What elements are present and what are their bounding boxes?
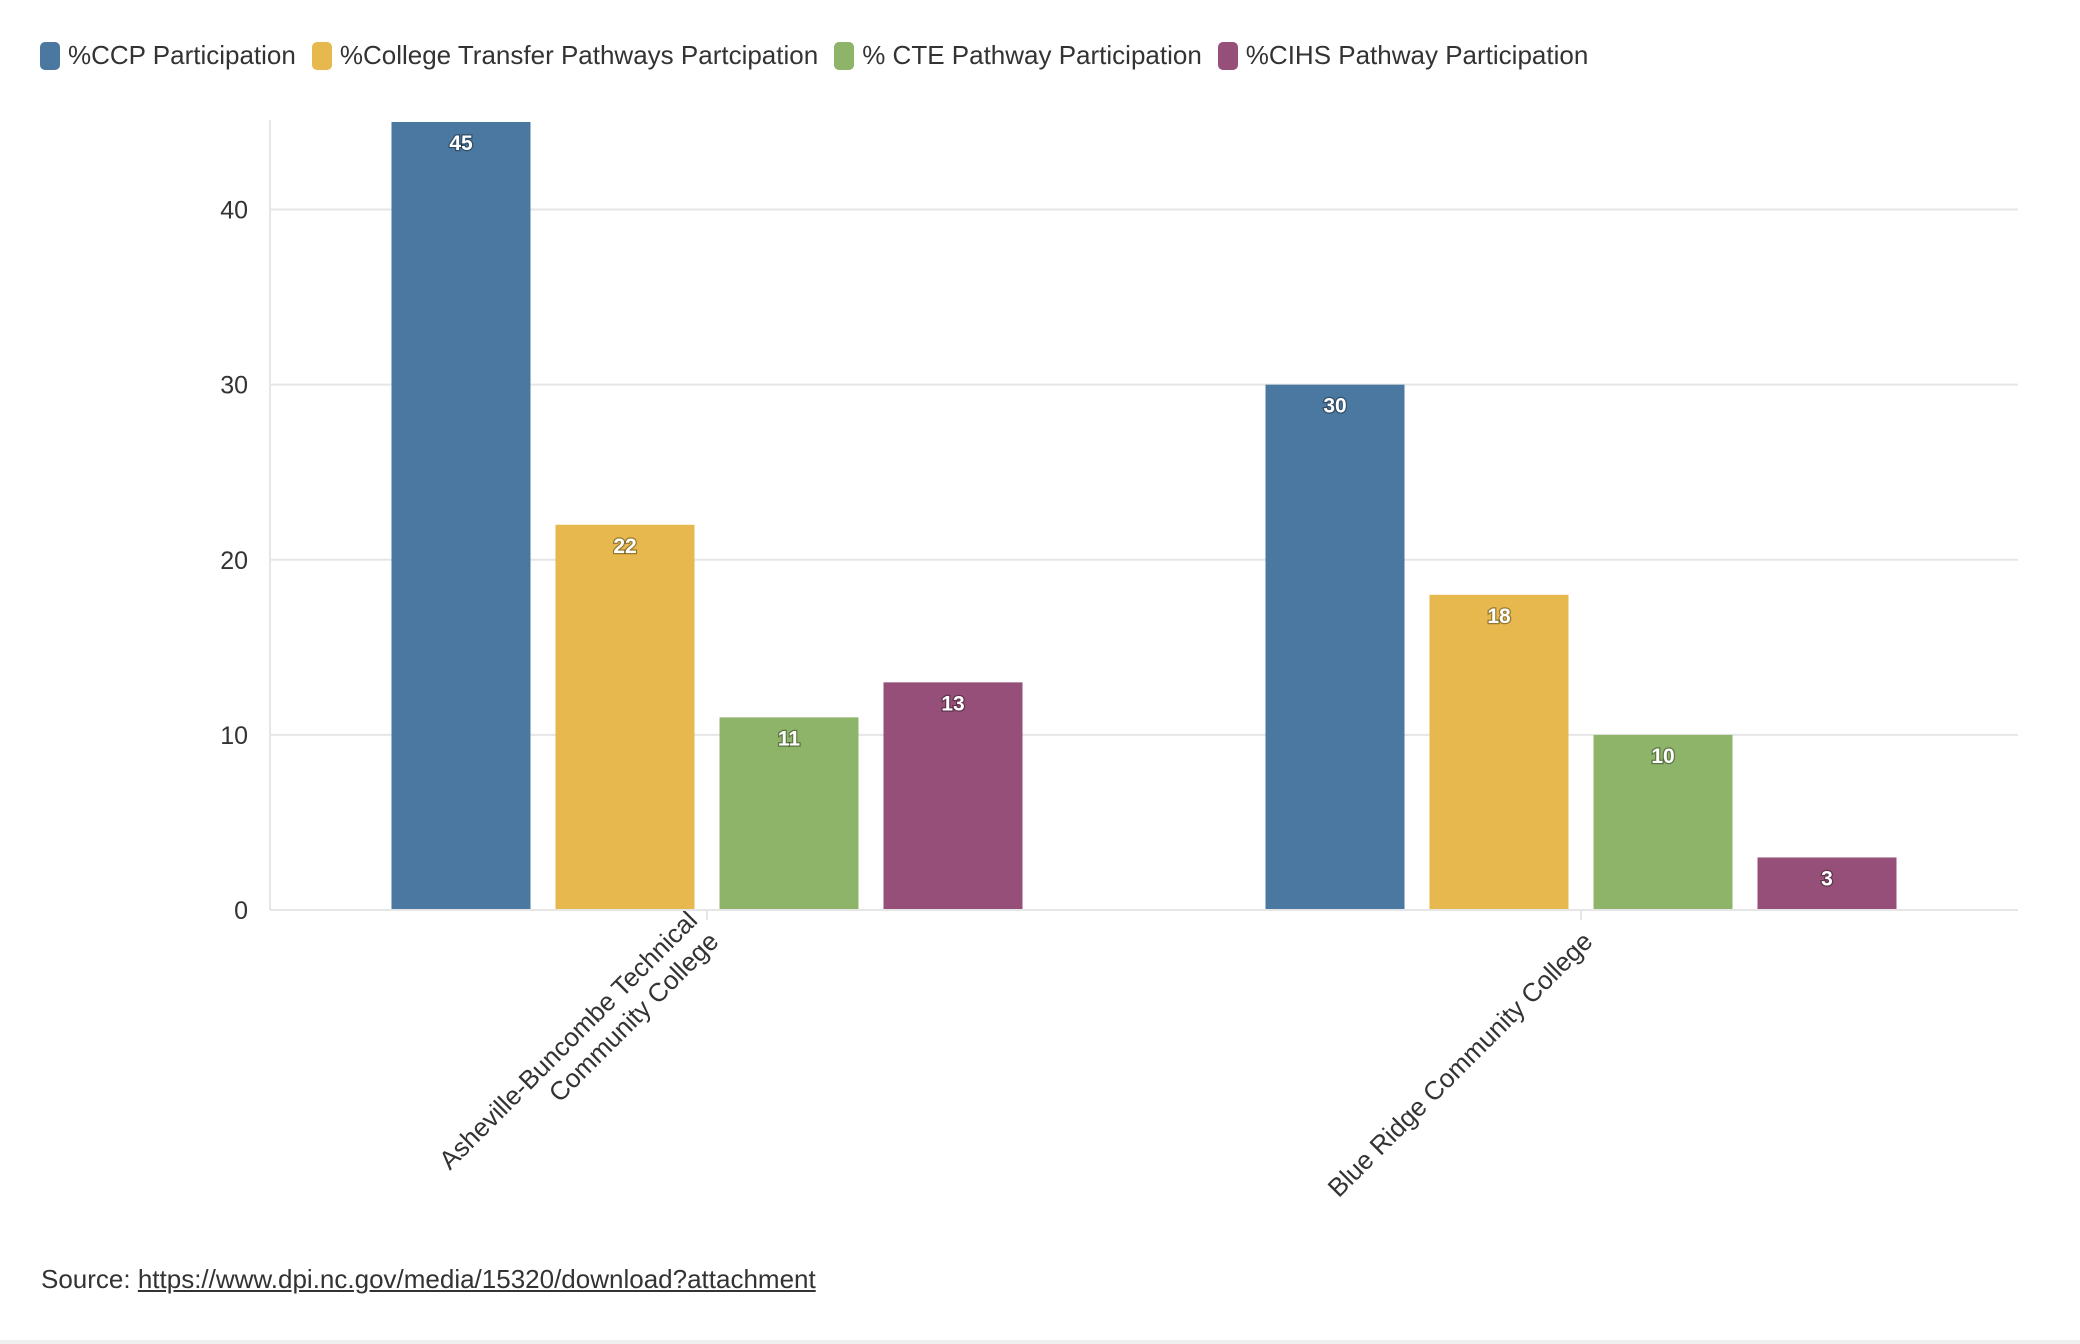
y-tick-label: 20 xyxy=(220,547,248,575)
legend-swatch xyxy=(40,41,60,70)
legend-item[interactable]: %CIHS Pathway Participation xyxy=(1217,40,1589,71)
bar xyxy=(1429,594,1569,910)
data-label: 30 xyxy=(1323,395,1346,418)
legend-item[interactable]: %CCP Participation xyxy=(40,40,296,71)
data-label: 11 xyxy=(778,727,801,750)
bar xyxy=(555,524,695,910)
source-note: Source: https://www.dpi.nc.gov/media/153… xyxy=(41,1264,816,1295)
x-category-label-line: Blue Ridge Community College xyxy=(1322,926,1599,1203)
bar xyxy=(1757,857,1897,910)
x-category-label-line: Asheville-Buncombe Technical xyxy=(433,905,703,1175)
y-tick-label: 0 xyxy=(234,897,248,925)
bar-chart: 0 10 20 30 40 45 22 11 13 Asheville-Buncombe Tech… xyxy=(220,120,2018,1203)
data-label: 10 xyxy=(1651,745,1674,768)
bar xyxy=(1593,734,1733,910)
legend-swatch xyxy=(834,41,855,70)
legend-item[interactable]: % CTE Pathway Participation xyxy=(834,40,1202,71)
y-tick-label: 30 xyxy=(220,372,248,400)
data-label: 3 xyxy=(1821,867,1833,890)
legend-label: %CIHS Pathway Participation xyxy=(1245,40,1589,70)
y-tick-label: 40 xyxy=(220,197,248,225)
y-tick-label: 10 xyxy=(220,722,248,750)
bar xyxy=(719,717,859,910)
source-label: Source: xyxy=(41,1264,131,1294)
chart-legend: %CCP Participation %College Transfer Path… xyxy=(40,40,1604,71)
bottom-divider xyxy=(0,1340,2080,1344)
data-label: 45 xyxy=(449,132,473,155)
legend-label: %College Transfer Pathways Partcipation xyxy=(339,40,819,70)
bar xyxy=(883,682,1023,910)
data-label: 13 xyxy=(941,692,964,715)
legend-label: %CCP Participation xyxy=(68,40,296,70)
legend-item[interactable]: %College Transfer Pathways Partcipation xyxy=(311,40,819,71)
data-label: 18 xyxy=(1487,605,1511,628)
x-category-label: Blue Ridge Community College xyxy=(1322,926,1599,1203)
legend-swatch xyxy=(311,41,332,70)
legend-swatch xyxy=(1217,41,1238,70)
x-category-label: Asheville-Buncombe TechnicalCommunity Co… xyxy=(433,905,724,1196)
legend-label: % CTE Pathway Participation xyxy=(862,40,1202,70)
source-link[interactable]: https://www.dpi.nc.gov/media/15320/downl… xyxy=(137,1264,816,1294)
data-label: 22 xyxy=(613,535,636,558)
bar xyxy=(391,122,531,910)
bar xyxy=(1265,384,1405,911)
